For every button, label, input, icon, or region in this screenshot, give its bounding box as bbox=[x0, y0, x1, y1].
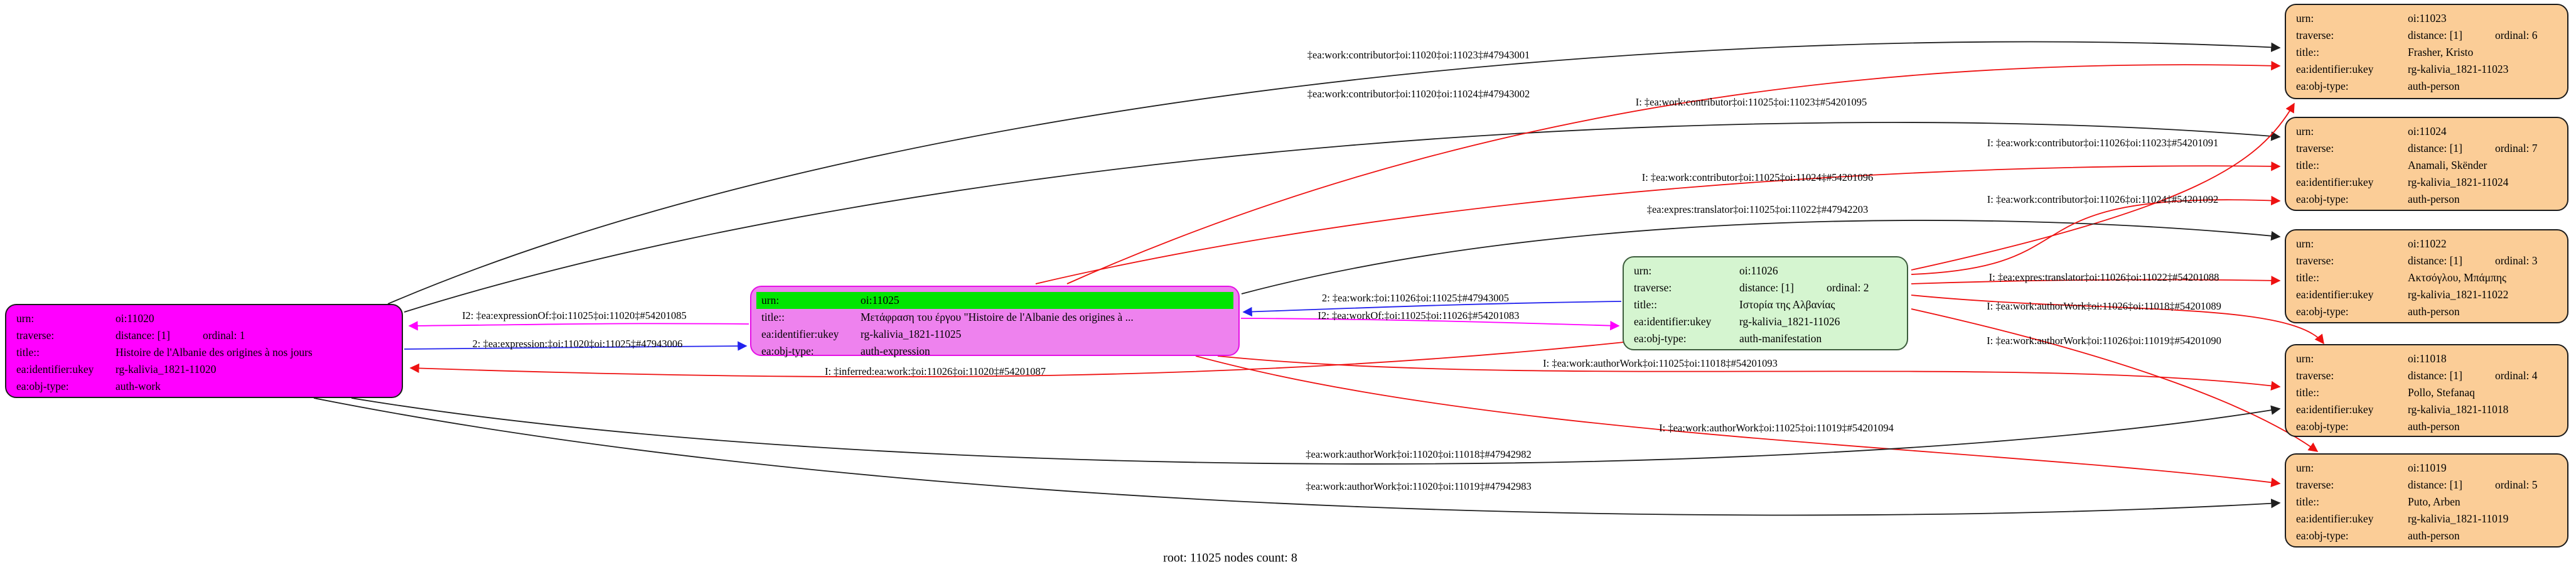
edge-label: ‡ea:work:contributor‡oi:11020‡oi:11023‡#… bbox=[1307, 49, 1530, 61]
edge-contributor-11025-11024 bbox=[1035, 161, 2281, 284]
edge-authorwork-11025-11018 bbox=[1217, 355, 2281, 391]
edge-label: 2: ‡ea:work:‡oi:11026‡oi:11025‡#47943005 bbox=[1321, 292, 1510, 304]
edge-expression-11020-11025 bbox=[404, 341, 748, 351]
edge-authorwork-11020-11019 bbox=[313, 397, 2281, 516]
node-oi-11023[interactable]: urn: oi:11023 traverse: distance: [1] ordina… bbox=[2285, 4, 2568, 99]
edge-label: 2: ‡ea:expression:‡oi:11020‡oi:11025‡#47… bbox=[472, 338, 683, 350]
edge-expressionof-11025-11020 bbox=[408, 321, 749, 331]
edge-label: I: ‡ea:work:contributor‡oi:11025‡oi:1102… bbox=[1635, 96, 1867, 108]
edge-label: I: ‡ea:work:contributor‡oi:11026‡oi:1102… bbox=[1987, 137, 2219, 149]
node-oi-11024[interactable]: urn: oi:11024 traverse: distance: [1] ordina… bbox=[2285, 117, 2568, 211]
edge-label: ‡ea:work:authorWork‡oi:11020‡oi:11019‡#4… bbox=[1306, 480, 1532, 492]
edge-label: I: ‡ea:work:authorWork‡oi:11026‡oi:11019… bbox=[1987, 335, 2221, 347]
edge-label: I: ‡ea:work:contributor‡oi:11026‡oi:1102… bbox=[1987, 193, 2219, 205]
node-oi-11019[interactable]: urn: oi:11019 traverse: distance: [1] ordina… bbox=[2285, 453, 2568, 548]
edge-translator-11025-11022 bbox=[1241, 220, 2281, 294]
edge-label: ‡ea:work:contributor‡oi:11020‡oi:11024‡#… bbox=[1307, 88, 1530, 100]
edge-label: I: ‡ea:work:authorWork‡oi:11025‡oi:11019… bbox=[1659, 422, 1894, 434]
edge-inferred-work-11026-11020 bbox=[409, 342, 1624, 378]
edge-label: I: ‡ea:work:authorWork‡oi:11026‡oi:11018… bbox=[1987, 300, 2221, 312]
edge-label: ‡ea:work:authorWork‡oi:11020‡oi:11018‡#4… bbox=[1306, 448, 1532, 460]
edge-work-11026-11025 bbox=[1242, 301, 1622, 317]
edge-contributor-11020-11023 bbox=[387, 41, 2281, 305]
node-oi-11018[interactable]: urn: oi:11018 traverse: distance: [1] ordina… bbox=[2285, 344, 2568, 437]
edge-contributor-11026-11023 bbox=[1911, 102, 2295, 271]
node-oi-11020[interactable]: urn: oi:11020 traverse: distance: [1] ordina… bbox=[5, 304, 403, 398]
edge-label: ‡ea:expres:translator‡oi:11025‡oi:11022‡… bbox=[1646, 203, 1869, 215]
edge-authorwork-11020-11018 bbox=[351, 397, 2281, 465]
edge-translator-11026-11022 bbox=[1911, 276, 2281, 286]
edge-contributor-11025-11023 bbox=[1066, 61, 2281, 284]
edge-workof-11025-11026 bbox=[1240, 318, 1620, 331]
edge-label: I: ‡ea:expres:translator‡oi:11026‡oi:110… bbox=[1988, 271, 2219, 283]
node-oi-11026[interactable]: urn: oi:11026 traverse: distance: [1] ordina… bbox=[1623, 256, 1908, 350]
edge-authorwork-11025-11019 bbox=[1195, 355, 2281, 487]
node-oi-11025[interactable]: urn: oi:11025 title:: Μετάφραση του έργου "… bbox=[750, 286, 1240, 357]
edge-label: I2: ‡ea:expressionOf:‡oi:11025‡oi:11020‡… bbox=[462, 310, 687, 321]
edge-label: I: ‡inferred:ea:work:‡oi:11026‡oi:11020‡… bbox=[824, 365, 1046, 377]
node-oi-11022[interactable]: urn: oi:11022 traverse: distance: [1] ordina… bbox=[2285, 229, 2568, 323]
edge-contributor-11020-11024 bbox=[404, 122, 2281, 313]
graph-caption: root: 11025 nodes count: 8 bbox=[1163, 551, 1297, 565]
edge-authorwork-11026-11018 bbox=[1911, 294, 2324, 345]
edge-contributor-11026-11024 bbox=[1911, 195, 2281, 275]
edge-label: I: ‡ea:work:contributor‡oi:11025‡oi:1102… bbox=[1641, 171, 1874, 183]
edge-label: I2: ‡ea:workOf:‡oi:11025‡oi:11026‡#54201… bbox=[1318, 310, 1520, 321]
edge-label: I: ‡ea:work:authorWork‡oi:11025‡oi:11018… bbox=[1543, 357, 1778, 369]
